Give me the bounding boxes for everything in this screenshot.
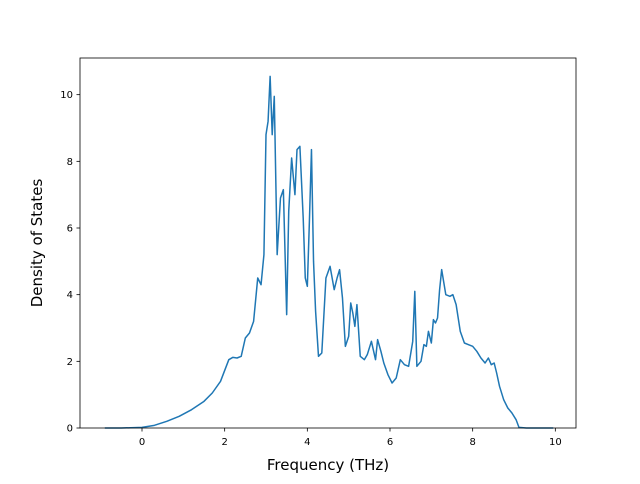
axes-frame bbox=[79, 57, 577, 429]
series-layer bbox=[104, 75, 554, 429]
y-axis-label: Density of States bbox=[28, 179, 46, 308]
x-axis-ticks: 0 2 4 6 8 10 bbox=[139, 428, 562, 448]
y-tick-label: 10 bbox=[60, 90, 73, 101]
x-tick-label: 2 bbox=[221, 437, 227, 448]
y-tick-label: 0 bbox=[67, 424, 73, 435]
plot-area bbox=[80, 58, 576, 428]
y-tick-label: 8 bbox=[67, 157, 73, 168]
y-tick-label: 6 bbox=[67, 224, 73, 235]
x-tick-label: 0 bbox=[139, 437, 145, 448]
x-tick-label: 8 bbox=[469, 437, 475, 448]
y-axis-ticks: 0 2 4 6 8 10 bbox=[60, 90, 80, 435]
series-line-0 bbox=[104, 75, 554, 429]
x-tick-label: 10 bbox=[549, 437, 562, 448]
y-tick-label: 4 bbox=[67, 290, 73, 301]
y-tick-label: 2 bbox=[67, 357, 73, 368]
x-tick-label: 4 bbox=[304, 437, 310, 448]
x-axis-label: Frequency (THz) bbox=[267, 456, 389, 474]
x-tick-label: 6 bbox=[387, 437, 393, 448]
